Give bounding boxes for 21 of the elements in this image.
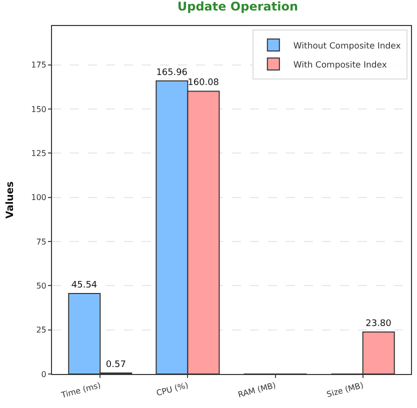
- data-label: 23.80: [366, 318, 392, 329]
- data-label: 160.08: [188, 78, 220, 88]
- y-axis-title: Values: [5, 181, 16, 219]
- data-label: 165.96: [156, 68, 188, 78]
- y-tick-label: 175: [31, 60, 46, 70]
- data-label: 45.54: [71, 280, 98, 291]
- y-tick-label: 0: [41, 370, 46, 379]
- y-tick-label: 150: [31, 104, 46, 114]
- chart-title: Update Operation: [177, 0, 298, 14]
- x-tick-label: CPU (%): [155, 380, 190, 398]
- data-label: 0.57: [106, 360, 126, 370]
- y-tick-label: 75: [36, 237, 46, 246]
- y-tick-label: 100: [31, 193, 46, 202]
- x-tick-label: Size (MB): [326, 380, 364, 400]
- legend-label: With Composite Index: [293, 60, 387, 70]
- y-tick-label: 125: [31, 148, 46, 158]
- y-tick-label: 50: [36, 281, 46, 290]
- x-tick-label: RAM (MB): [237, 380, 277, 400]
- legend-label: Without Composite Index: [293, 41, 401, 52]
- y-tick-label: 25: [36, 326, 46, 335]
- x-tick-label: Time (ms): [59, 380, 102, 400]
